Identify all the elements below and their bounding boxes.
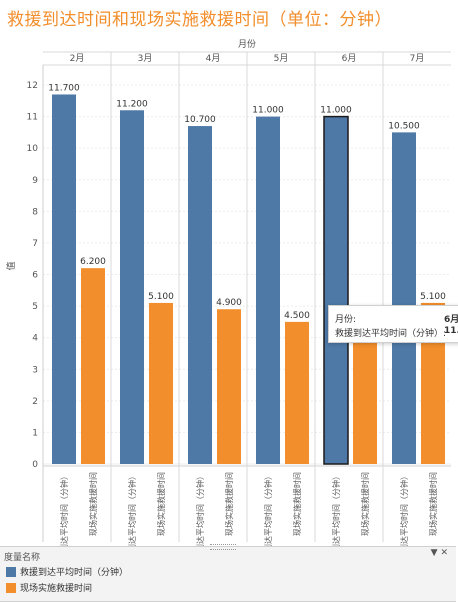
legend-item-onsite[interactable]: 现场实施救援时间: [6, 581, 92, 594]
legend-menu-icon[interactable]: ▼ ✕: [430, 548, 448, 558]
bar: [149, 302, 173, 464]
data-label: 6.200: [80, 257, 106, 267]
y-tick-label: 3: [32, 365, 38, 375]
data-label: 4.900: [216, 298, 242, 308]
category-label: 4月: [206, 53, 221, 64]
x-axis-label: 现场实施救援时间: [88, 472, 98, 536]
x-axis-label: 现场实施救援时间: [428, 472, 438, 536]
category-label: 3月: [138, 53, 153, 64]
column-header-label: 月份: [238, 38, 256, 50]
tooltip-label-month: 月份:: [335, 315, 357, 325]
data-label: 10.500: [388, 121, 420, 131]
category-label: 7月: [410, 53, 425, 64]
y-tick-label: 9: [32, 176, 38, 186]
x-axis-label: 现场实施救援时间: [292, 472, 302, 536]
legend-item-arrival[interactable]: 救援到达平均时间（分钟）: [6, 565, 128, 578]
legend-title: 度量名称: [4, 553, 41, 563]
y-tick-label: 12: [27, 81, 38, 91]
y-tick-label: 2: [32, 397, 38, 407]
bar: [217, 309, 241, 464]
data-label: 11.200: [116, 99, 148, 109]
tooltip-value-value: 11.000: [444, 326, 458, 336]
x-axis-label: 救援到达平均时间（分钟）: [195, 472, 205, 546]
bar: [323, 115, 349, 465]
x-axis-label: 现场实施救援时间: [224, 472, 234, 536]
bar: [285, 321, 309, 464]
y-axis-label: 值: [5, 261, 17, 270]
category-label: 2月: [70, 53, 85, 64]
y-tick-label: 0: [32, 460, 38, 470]
bar-chart: 月份0123456789101112值2月11.700救援到达平均时间（分钟）6…: [5, 38, 451, 546]
tooltip: 月份: 6月 救援到达平均时间（分钟）: 11.000: [328, 305, 458, 343]
data-label: 5.100: [420, 292, 446, 302]
y-tick-label: 5: [32, 302, 38, 312]
legend-label-arrival: 救援到达平均时间（分钟）: [20, 568, 129, 578]
data-label: 5.100: [148, 292, 174, 302]
y-tick-label: 10: [27, 144, 39, 154]
x-axis-label: 救援到达平均时间（分钟）: [263, 472, 273, 546]
y-tick-label: 1: [32, 428, 38, 438]
bar: [81, 268, 105, 464]
bar: [120, 110, 144, 465]
category-label: 5月: [274, 53, 289, 64]
y-tick-label: 4: [32, 334, 38, 344]
data-label: 11.700: [48, 83, 80, 93]
legend-label-onsite: 现场实施救援时间: [20, 584, 93, 594]
data-label: 4.500: [284, 311, 310, 321]
bar: [392, 132, 416, 464]
tooltip-value-month: 6月: [444, 315, 458, 325]
data-label: 10.700: [184, 115, 216, 125]
category-label: 6月: [342, 53, 357, 64]
chart-title: 救援到达时间和现场实施救援时间（单位：分钟）: [7, 10, 392, 30]
legend-panel: 度量名称 ▼ ✕ 救援到达平均时间（分钟） 现场实施救援时间: [0, 544, 456, 602]
legend-swatch-onsite: [6, 582, 16, 593]
data-label: 11.000: [252, 106, 284, 116]
y-tick-label: 7: [32, 239, 38, 249]
x-axis-label: 救援到达平均时间（分钟）: [127, 472, 137, 546]
x-axis-label: 救援到达平均时间（分钟）: [399, 472, 409, 546]
legend-swatch-arrival: [6, 566, 16, 577]
data-label: 11.000: [320, 106, 352, 116]
tooltip-label-value: 救援到达平均时间（分钟）:: [335, 329, 447, 339]
y-tick-label: 6: [32, 271, 38, 281]
x-axis-label: 现场实施救援时间: [156, 472, 166, 536]
x-axis-label: 现场实施救援时间: [360, 472, 370, 536]
bar: [52, 94, 76, 464]
y-tick-label: 11: [27, 113, 38, 123]
x-axis-label: 救援到达平均时间（分钟）: [331, 472, 341, 546]
y-tick-label: 8: [32, 207, 38, 217]
x-axis-label: 救援到达平均时间（分钟）: [59, 472, 69, 546]
bar: [256, 116, 280, 464]
bar: [188, 126, 212, 464]
resize-grip[interactable]: [210, 544, 236, 550]
